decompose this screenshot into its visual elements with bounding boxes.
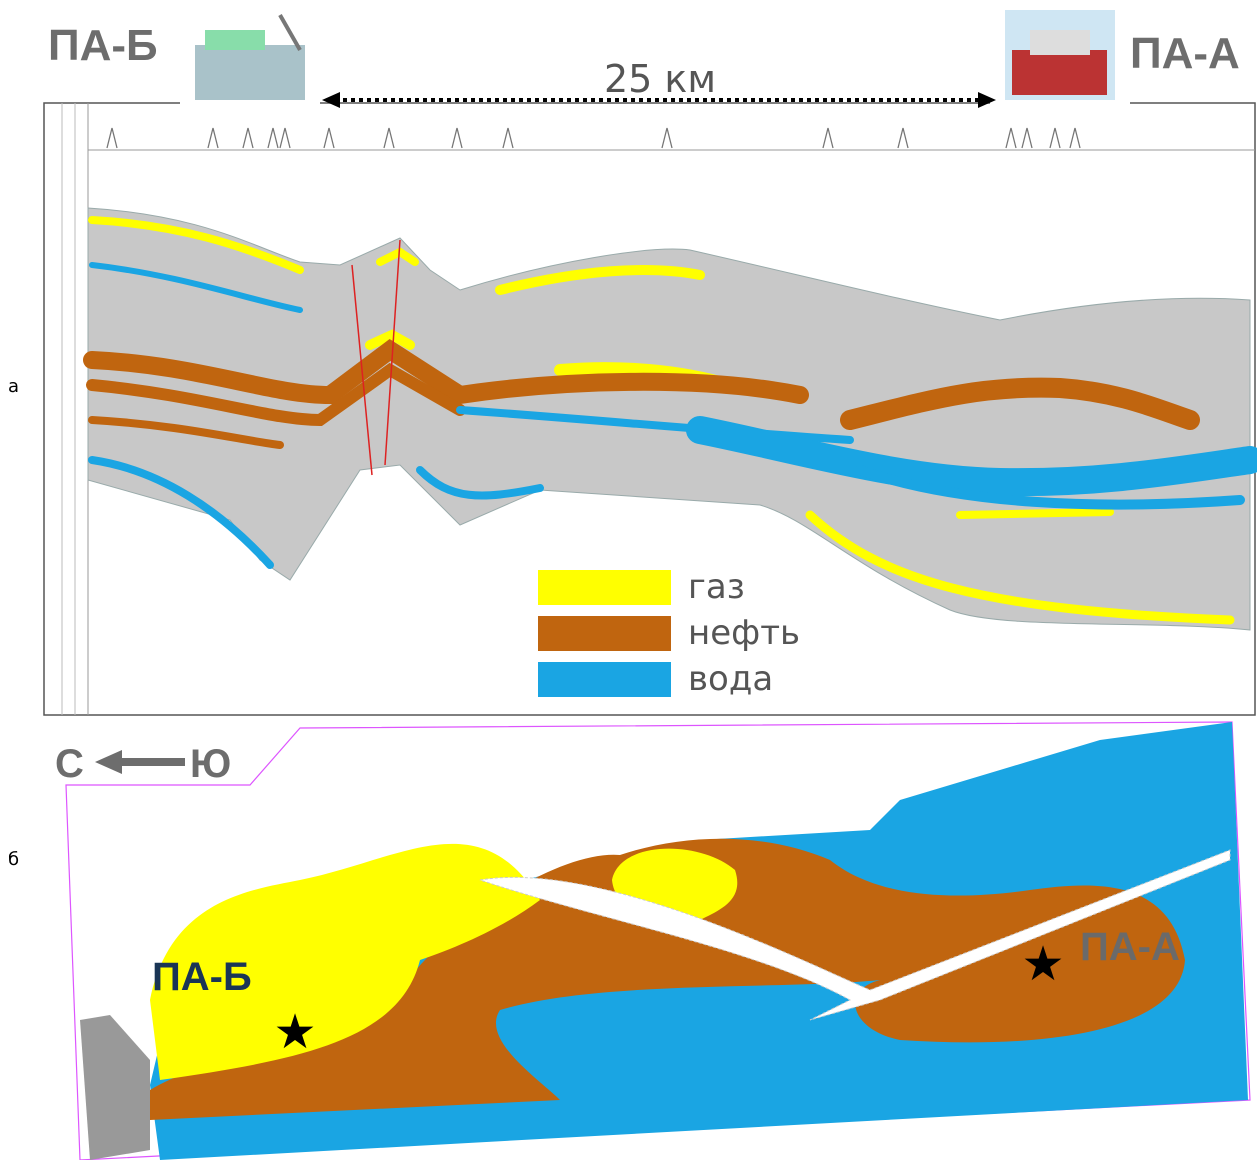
legend-swatch	[538, 662, 671, 697]
legend-swatch	[538, 616, 671, 651]
legend-label: вода	[688, 659, 773, 699]
direction-label: Ю	[190, 742, 231, 786]
legend-label: нефть	[688, 613, 800, 653]
direction-label: С	[55, 742, 84, 786]
legend-label: газ	[688, 567, 745, 607]
panel-label: а	[8, 376, 19, 397]
panel-label: б	[8, 849, 19, 870]
well-star: ★	[273, 1004, 316, 1060]
platform-label: ПА-Б	[48, 21, 158, 70]
distance-label: 25 км	[604, 57, 716, 101]
gas-layer	[960, 512, 1110, 515]
platform-icon	[1005, 10, 1115, 100]
direction-arrow	[95, 750, 122, 774]
platform-icon	[195, 15, 305, 100]
legend-swatch	[538, 570, 671, 605]
well-label: ПА-А	[1080, 925, 1180, 969]
figure: ПА-Б ПА-А 25 км а газ нефть вода б С Ю ПА-…	[0, 0, 1257, 1160]
well-label: ПА-Б	[152, 955, 252, 999]
platform-label: ПА-А	[1130, 29, 1240, 78]
well-star: ★	[1021, 936, 1064, 992]
